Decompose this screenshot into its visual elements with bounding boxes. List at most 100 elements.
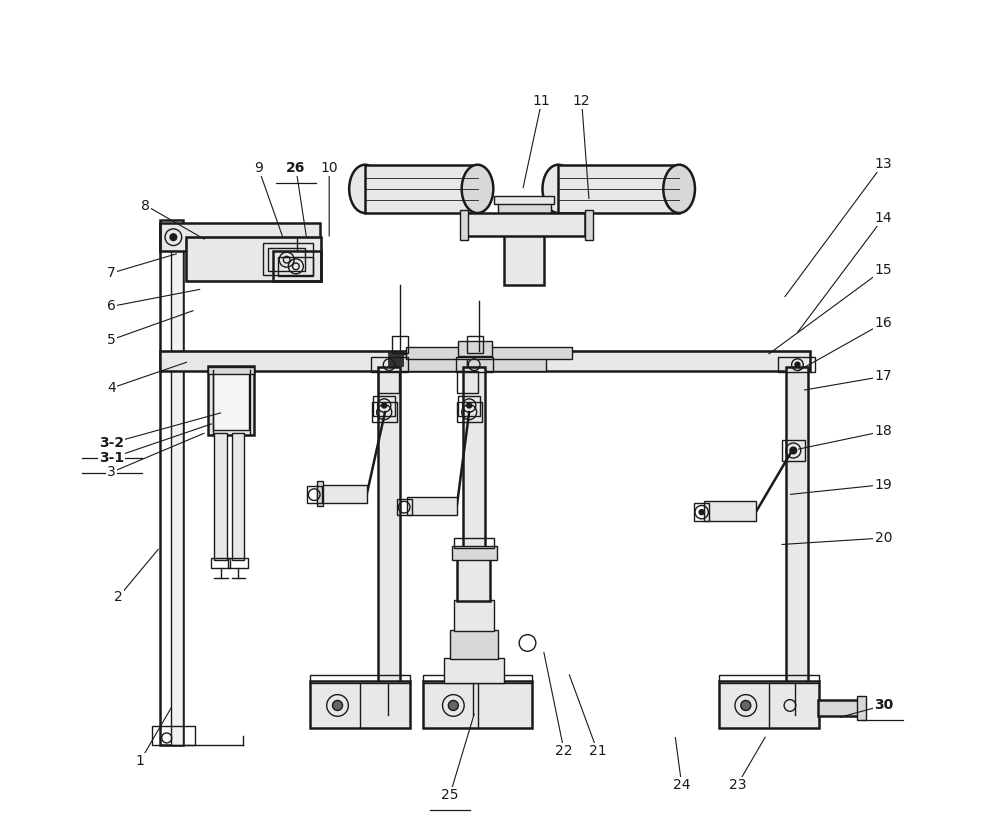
Bar <box>160 220 183 745</box>
Text: 3-2: 3-2 <box>99 436 124 450</box>
Bar <box>278 257 313 276</box>
Bar <box>463 213 585 237</box>
Bar <box>214 433 227 559</box>
Text: 20: 20 <box>875 531 892 545</box>
Text: 17: 17 <box>874 370 892 384</box>
Text: 30: 30 <box>874 698 893 712</box>
Bar <box>171 228 183 745</box>
Ellipse shape <box>663 165 695 213</box>
Bar <box>372 402 397 422</box>
Text: 9: 9 <box>254 161 263 175</box>
Circle shape <box>790 447 797 454</box>
Bar <box>392 336 408 353</box>
Bar <box>467 336 483 353</box>
Text: 23: 23 <box>729 777 746 792</box>
Bar <box>585 210 593 240</box>
Text: 14: 14 <box>874 211 892 225</box>
Bar <box>317 482 323 507</box>
Bar <box>186 237 321 281</box>
Bar <box>186 237 321 281</box>
Bar <box>818 700 858 716</box>
Bar <box>423 675 532 683</box>
Bar <box>407 497 457 516</box>
Text: 1: 1 <box>136 754 144 768</box>
Bar <box>558 165 679 213</box>
Bar <box>504 213 544 285</box>
Bar <box>498 202 551 214</box>
Bar <box>467 354 546 370</box>
Bar <box>211 558 230 568</box>
Text: 2: 2 <box>114 590 123 604</box>
Text: 18: 18 <box>874 425 892 438</box>
Circle shape <box>741 701 751 711</box>
Bar <box>450 630 498 659</box>
Bar <box>208 366 254 435</box>
Ellipse shape <box>542 165 574 213</box>
Bar <box>454 599 494 631</box>
Text: 19: 19 <box>874 477 892 492</box>
Ellipse shape <box>349 165 381 213</box>
Text: 16: 16 <box>874 316 892 330</box>
Bar <box>694 503 709 522</box>
Bar <box>457 558 490 601</box>
Text: 4: 4 <box>107 381 116 395</box>
Bar <box>458 340 492 355</box>
Bar <box>388 352 403 365</box>
Bar <box>378 371 399 393</box>
Bar <box>365 165 478 213</box>
Bar <box>463 367 485 716</box>
Bar <box>778 357 815 372</box>
Text: 6: 6 <box>107 299 116 314</box>
Bar <box>786 367 808 716</box>
Text: 11: 11 <box>533 94 551 109</box>
Bar <box>371 357 408 372</box>
Bar <box>782 440 805 461</box>
Circle shape <box>333 701 343 711</box>
Text: 7: 7 <box>107 266 116 280</box>
Circle shape <box>382 403 387 408</box>
Bar <box>458 395 480 415</box>
Text: 22: 22 <box>555 744 573 758</box>
Bar <box>307 487 322 503</box>
Circle shape <box>467 403 472 408</box>
Text: 26: 26 <box>286 161 306 175</box>
Bar <box>263 243 313 275</box>
Bar <box>704 502 756 522</box>
Bar <box>719 675 819 683</box>
Text: 8: 8 <box>141 198 150 212</box>
Text: 3-1: 3-1 <box>99 451 124 465</box>
Bar <box>457 371 478 393</box>
Ellipse shape <box>462 165 493 213</box>
Bar <box>406 347 572 359</box>
Bar <box>494 196 554 204</box>
Circle shape <box>795 362 800 367</box>
Circle shape <box>699 510 704 515</box>
Bar <box>457 402 482 422</box>
Bar <box>152 726 195 745</box>
Bar <box>719 681 819 728</box>
Text: 25: 25 <box>441 788 459 802</box>
Text: 21: 21 <box>589 744 606 758</box>
Bar <box>310 681 410 728</box>
Text: 10: 10 <box>320 161 338 175</box>
Bar <box>456 357 493 372</box>
Text: 13: 13 <box>874 157 892 171</box>
Bar <box>232 433 244 559</box>
Bar <box>228 558 248 568</box>
Bar <box>444 658 504 683</box>
Text: 12: 12 <box>573 94 590 109</box>
Bar <box>452 546 497 559</box>
Bar <box>208 367 254 374</box>
Text: 3: 3 <box>107 465 116 479</box>
Bar <box>273 252 321 281</box>
Bar <box>268 248 305 272</box>
Bar <box>317 485 367 503</box>
Text: 24: 24 <box>673 777 690 792</box>
Bar <box>857 696 866 720</box>
Bar <box>460 210 468 240</box>
Bar <box>378 367 400 716</box>
Bar <box>160 223 320 252</box>
Bar <box>396 354 467 370</box>
Bar <box>373 395 395 415</box>
Circle shape <box>170 234 177 241</box>
